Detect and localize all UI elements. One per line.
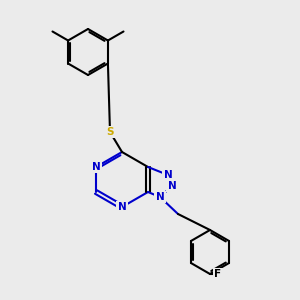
Text: N: N	[118, 202, 126, 212]
Text: N: N	[164, 170, 172, 180]
Text: N: N	[92, 162, 100, 172]
Text: N: N	[168, 181, 176, 191]
Text: S: S	[106, 127, 114, 137]
Text: F: F	[214, 269, 222, 279]
Text: N: N	[156, 192, 164, 202]
